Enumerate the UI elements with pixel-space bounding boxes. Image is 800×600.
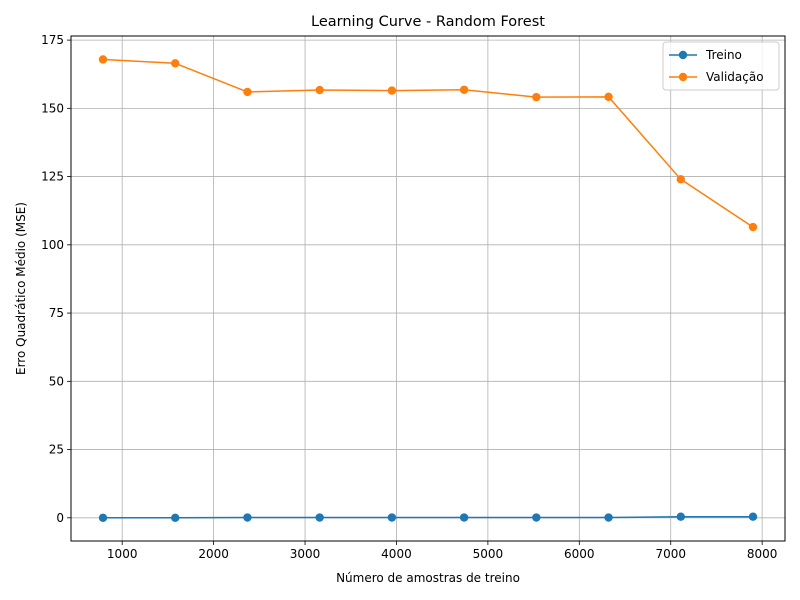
data-point-0-5 — [459, 513, 469, 522]
legend-label-treino: Treino — [705, 48, 742, 62]
y-tick-label-3: 75 — [49, 306, 64, 320]
x-axis-title: Número de amostras de treino — [336, 571, 520, 585]
data-point-0-7 — [604, 513, 613, 522]
x-tick-label-0: 1000 — [107, 547, 138, 561]
data-point-1-7 — [604, 92, 613, 102]
x-tick-label-3: 4000 — [381, 547, 412, 561]
data-point-1-9 — [748, 222, 758, 232]
data-point-0-3 — [315, 513, 324, 522]
data-point-1-5 — [459, 85, 469, 94]
x-tick-label-5: 6000 — [564, 547, 595, 561]
y-tick-label-4: 100 — [41, 238, 64, 252]
data-point-1-1 — [171, 59, 180, 68]
series-line-1 — [102, 58, 754, 228]
x-tick-label-7: 8000 — [747, 547, 778, 561]
y-tick-label-6: 150 — [41, 101, 64, 115]
legend-label-validacao: Validação — [706, 70, 764, 84]
legend-marker-treino — [678, 50, 688, 60]
series-1 — [98, 55, 758, 232]
data-point-1-4 — [387, 86, 397, 95]
data-point-0-9 — [748, 512, 758, 521]
series-0 — [98, 512, 758, 522]
y-tick-label-5: 125 — [41, 170, 64, 184]
data-point-1-3 — [315, 85, 324, 95]
tick-layer: 1000 2000 3000 4000 5000 6000 7000 8000 0 25 50 75 1… — [41, 33, 777, 561]
x-tick-label-6: 7000 — [655, 547, 686, 561]
data-point-0-4 — [387, 513, 397, 522]
x-tick-label-1: 2000 — [198, 547, 229, 561]
data-point-0-2 — [243, 513, 252, 522]
x-tick-label-4: 5000 — [473, 547, 504, 561]
x-tick-label-2: 3000 — [290, 547, 321, 561]
series-line-0 — [102, 515, 754, 519]
plot-frame — [70, 35, 786, 542]
series-layer — [98, 55, 758, 522]
legend-marker-validacao — [678, 72, 688, 82]
y-axis-title: Erro Quadrático Médio (MSE) — [14, 202, 28, 375]
data-point-0-0 — [98, 513, 108, 522]
legend: Treino Validação — [662, 41, 780, 91]
data-point-1-0 — [98, 55, 108, 64]
legend-box — [662, 41, 780, 91]
y-tick-label-2: 50 — [49, 374, 64, 388]
data-point-0-1 — [171, 513, 180, 522]
y-tick-label-7: 175 — [41, 33, 64, 47]
data-point-0-8 — [676, 512, 685, 521]
y-tick-label-1: 25 — [49, 443, 64, 457]
data-point-0-6 — [532, 513, 541, 522]
y-tick-label-0: 0 — [56, 511, 64, 525]
data-point-1-2 — [243, 87, 252, 97]
chart-title: Learning Curve - Random Forest — [311, 14, 545, 30]
data-point-1-6 — [532, 92, 541, 102]
data-point-1-8 — [676, 175, 685, 184]
